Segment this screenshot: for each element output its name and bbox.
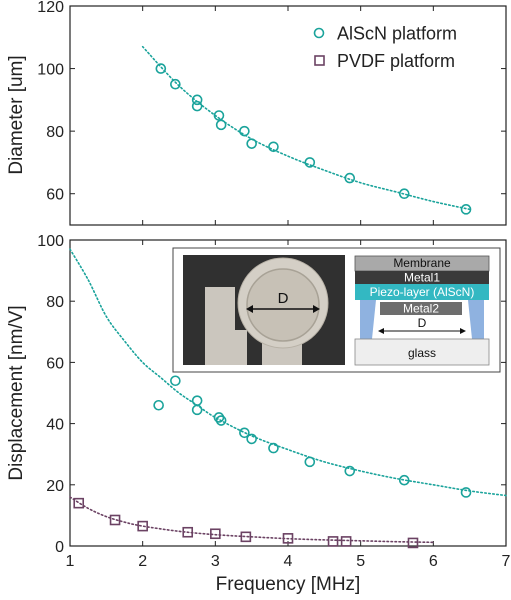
- displacement-x-tick-label: 6: [429, 553, 438, 570]
- displacement-point-alscn: [170, 375, 181, 387]
- diameter-point-alscn: [344, 172, 356, 184]
- diameter-point-alscn: [170, 78, 181, 90]
- displacement-y-tick-label: 0: [55, 539, 64, 556]
- schematic-metal1-label: Metal1: [404, 271, 440, 285]
- diameter-point-alscn: [213, 110, 225, 121]
- photo-membrane: [246, 268, 320, 342]
- displacement-point-pvdf: [327, 536, 339, 547]
- displacement-point-alscn: [344, 465, 356, 477]
- schematic-metal1: [355, 271, 489, 284]
- diameter-x-ticks: [69, 6, 507, 225]
- displacement-point-alscn: [398, 474, 410, 486]
- displacement-point-pvdf: [109, 514, 121, 526]
- schematic-glass-label: glass: [408, 346, 436, 360]
- schematic-piezo-label: Piezo-layer (AlScN): [370, 285, 475, 299]
- diameter-fit-curve-0: [141, 45, 471, 211]
- diameter-y-tick-label: 80: [46, 124, 64, 141]
- displacement-x-ticks: 1 2 3 4 5 6 7: [66, 240, 511, 570]
- displacement-y-tick-label: 100: [37, 233, 64, 250]
- diameter-point-alscn: [239, 125, 250, 137]
- displacement-point-alscn: [153, 399, 164, 411]
- legend-label-alscn: AlScN platform: [337, 24, 457, 44]
- legend: AlScN platform PVDF platform: [313, 24, 457, 71]
- displacement-point-alscn: [215, 415, 227, 426]
- displacement-point-alscn: [191, 395, 203, 406]
- diameter-point-alscn: [304, 157, 316, 168]
- diameter-point-alscn: [215, 119, 227, 131]
- diameter-panel: 60 80 100 120 Diameter [um] AlScN platform …: [6, 0, 507, 226]
- photo-electrode-joint: [235, 330, 247, 365]
- displacement-point-pvdf: [240, 531, 252, 543]
- displacement-point-alscn: [246, 433, 257, 445]
- schematic-piezo-layer: [355, 284, 489, 300]
- diameter-point-alscn: [460, 204, 472, 215]
- photo-electrode-left: [205, 287, 235, 365]
- diameter-fit-curve: [141, 45, 471, 211]
- displacement-y-tick-label: 60: [46, 355, 64, 372]
- displacement-y-tick-label: 80: [46, 294, 64, 311]
- legend-label-pvdf: PVDF platform: [337, 51, 455, 71]
- legend-marker-alscn: [313, 27, 325, 39]
- device-photo: D: [183, 255, 345, 365]
- photo-arrow-right: [313, 305, 320, 313]
- diameter-data-points: [155, 63, 472, 215]
- diameter-point-alscn: [155, 63, 167, 74]
- displacement-point-alscn: [191, 404, 203, 416]
- photo-arrow-left: [246, 305, 253, 313]
- schematic-support-right: [468, 300, 484, 339]
- displacement-data-points: [73, 375, 472, 549]
- diameter-y-axis-label: Diameter [um]: [6, 55, 27, 174]
- displacement-point-pvdf: [407, 537, 419, 549]
- legend-marker-pvdf: [314, 55, 325, 66]
- device-schematic: Membrane Metal1 Piezo-layer (AlScN) Meta…: [354, 255, 490, 366]
- photo-diameter-label: D: [278, 290, 289, 307]
- diameter-point-alscn: [191, 94, 203, 106]
- displacement-fit-curves: [69, 248, 507, 544]
- displacement-point-alscn: [304, 456, 316, 468]
- displacement-point-pvdf: [137, 520, 148, 532]
- displacement-y-tick-label: 20: [46, 478, 64, 495]
- diameter-y-tick-label: 60: [46, 187, 64, 204]
- schematic-arrow-left: [378, 328, 384, 334]
- schematic-support-left: [360, 300, 376, 339]
- displacement-x-tick-label: 2: [138, 553, 147, 570]
- displacement-fit-curve-1: [69, 496, 435, 544]
- frequency-x-axis-label: Frequency [MHz]: [216, 574, 361, 595]
- schematic-membrane-label: Membrane: [393, 256, 451, 270]
- displacement-y-ticks: 0 20 40 60 80 100: [37, 233, 506, 556]
- displacement-point-alscn: [268, 442, 279, 454]
- displacement-panel: 0 20 40 60 80 100 1 2 3 4 5 6 7 Displacement [nm/V]…: [6, 233, 511, 595]
- displacement-point-pvdf: [340, 536, 352, 547]
- displacement-point-pvdf: [282, 533, 294, 544]
- displacement-x-tick-label: 1: [66, 553, 75, 570]
- displacement-point-alscn: [239, 427, 250, 439]
- displacement-point-pvdf: [73, 497, 85, 509]
- schematic-glass: [354, 338, 490, 366]
- device-inset: D Membrane Metal1 Piezo-layer (AlScN) Me…: [172, 247, 501, 373]
- displacement-fit-curve-0: [69, 248, 507, 497]
- displacement-y-axis-label: Displacement [nm/V]: [6, 305, 27, 480]
- diameter-point-alscn: [246, 138, 257, 149]
- diameter-point-alscn: [268, 141, 279, 153]
- displacement-x-tick-label: 5: [356, 553, 365, 570]
- diameter-y-tick-label: 100: [37, 62, 64, 79]
- diameter-y-ticks: 60 80 100 120: [37, 0, 506, 204]
- diameter-y-tick-label: 120: [37, 0, 64, 16]
- displacement-point-pvdf: [182, 526, 194, 538]
- displacement-point-pvdf: [210, 528, 221, 540]
- diameter-point-alscn: [398, 188, 410, 200]
- displacement-point-alscn: [213, 412, 225, 423]
- diameter-point-alscn: [191, 100, 203, 112]
- displacement-point-alscn: [460, 487, 472, 498]
- displacement-y-tick-label: 40: [46, 417, 64, 434]
- displacement-x-tick-label: 7: [502, 553, 511, 570]
- schematic-arrow-right: [460, 328, 466, 334]
- displacement-x-tick-label: 4: [284, 553, 293, 570]
- schematic-diameter-label: D: [418, 316, 427, 330]
- schematic-metal2-label: Metal2: [403, 302, 439, 316]
- displacement-x-tick-label: 3: [211, 553, 220, 570]
- schematic-metal2: [380, 302, 462, 315]
